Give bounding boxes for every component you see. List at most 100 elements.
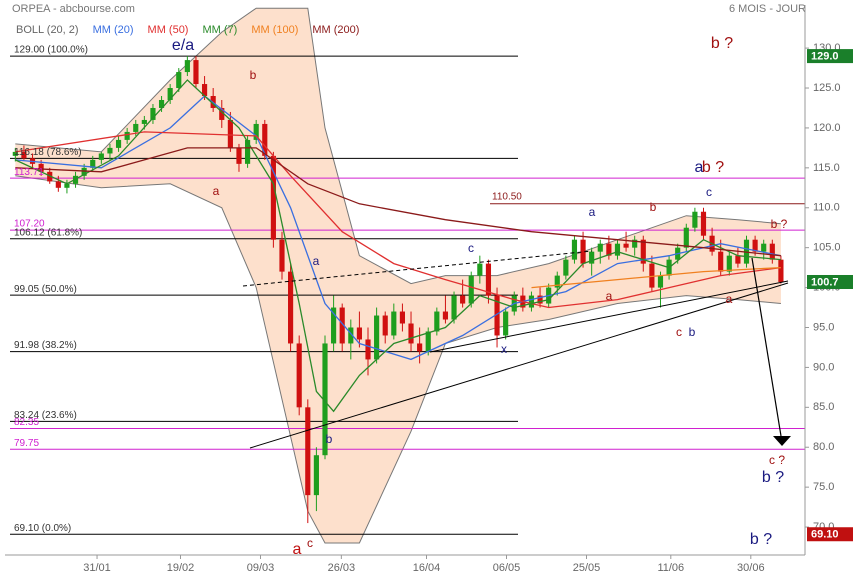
- candle-body: [374, 315, 380, 360]
- candle-body: [606, 243, 612, 256]
- x-tick-label: 06/05: [493, 562, 521, 574]
- x-tick-label: 31/01: [83, 562, 111, 574]
- candle-body: [683, 227, 689, 248]
- ma-line: [15, 79, 781, 413]
- candle-body: [554, 275, 560, 288]
- arrow: [751, 257, 782, 437]
- candle-body: [425, 331, 431, 352]
- source: ORPEA - abcbourse.com: [12, 3, 135, 15]
- band-fill: [15, 8, 781, 544]
- candle-body: [597, 243, 603, 252]
- x-tick-label: 19/02: [167, 562, 195, 574]
- candle-body: [752, 239, 758, 252]
- legend: BOLL (20, 2) MM (20) MM (50) MM (7) MM (100)…: [16, 24, 359, 36]
- candle-body: [563, 259, 569, 276]
- band-lower: [15, 175, 781, 544]
- candle-body: [124, 131, 130, 140]
- candle-body: [434, 311, 440, 332]
- annotation: b: [250, 68, 257, 82]
- ma-line: [15, 131, 781, 309]
- candle-body: [115, 139, 122, 148]
- annotation: a: [695, 159, 704, 176]
- candle-body: [580, 239, 586, 264]
- annotation: b ?: [750, 531, 772, 548]
- trend-line: [249, 282, 789, 449]
- legend-entry: BOLL (20, 2): [16, 24, 79, 36]
- annotation: e/a: [172, 37, 194, 54]
- annotation: b: [326, 432, 333, 446]
- annotation: a: [606, 289, 613, 303]
- candle-body: [468, 275, 474, 304]
- candle-body: [12, 151, 18, 156]
- level-label: 91.98 (38.2%): [14, 340, 77, 351]
- level-label: 99.05 (50.0%): [14, 284, 77, 295]
- candle-body: [339, 307, 345, 344]
- level-label: 83.24 (23.6%): [14, 410, 77, 421]
- annotation: b ?: [702, 159, 724, 176]
- level-label: 107.20: [14, 219, 45, 230]
- level-label: 69.10 (0.0%): [14, 523, 71, 534]
- annotation: x: [501, 342, 507, 356]
- x-tick-label: 26/03: [328, 562, 356, 574]
- candle-body: [503, 311, 509, 336]
- candle-body: [158, 99, 165, 108]
- candle-body: [537, 295, 543, 304]
- ma-line: [15, 147, 781, 257]
- candle-body: [442, 311, 449, 320]
- candle-body: [331, 307, 337, 344]
- candle-body: [391, 311, 397, 336]
- candle-body: [692, 211, 698, 228]
- candle-body: [408, 323, 414, 344]
- candle-body: [38, 163, 44, 172]
- candle-body: [262, 123, 268, 156]
- x-tick-label: 25/05: [573, 562, 601, 574]
- candle-body: [614, 243, 621, 256]
- candle-body: [236, 147, 242, 164]
- candle-body: [769, 243, 775, 260]
- candle-body: [451, 295, 457, 320]
- annotation: a: [589, 205, 596, 219]
- legend-entry: MM (200): [312, 24, 359, 36]
- level-label: 113.71: [14, 167, 44, 178]
- candle-body: [322, 343, 328, 456]
- candle-body: [201, 84, 208, 97]
- x-tick-label: 30/06: [737, 562, 765, 574]
- candle-body: [133, 123, 139, 132]
- candle-body: [305, 407, 311, 496]
- price-tag: [807, 49, 853, 64]
- y-tick-label: 105.0: [813, 242, 841, 254]
- level-label: 106.12 (61.8%): [14, 227, 82, 238]
- candle-body: [167, 88, 173, 100]
- candle-body: [55, 181, 61, 188]
- arrow-head: [773, 436, 791, 446]
- y-tick-label: 125.0: [813, 82, 841, 94]
- price-tag: [807, 274, 853, 289]
- level-label: 79.75: [14, 438, 39, 449]
- x-tick-label: 11/06: [657, 562, 684, 574]
- candle-body: [657, 275, 664, 288]
- y-tick-label: 80.0: [813, 441, 834, 453]
- trend-line: [429, 280, 789, 353]
- ma-line: [531, 266, 781, 289]
- candle-body: [632, 239, 638, 248]
- y-tick-label: 110.0: [813, 202, 840, 214]
- candle-body: [528, 295, 535, 308]
- candle-body: [623, 243, 629, 248]
- price-tag-label: 100.7: [811, 276, 839, 288]
- candle-body: [649, 263, 655, 288]
- candle-body: [365, 339, 371, 360]
- candle-body: [477, 263, 483, 276]
- annotation: b ?: [771, 217, 788, 231]
- candle-body: [718, 251, 724, 272]
- candle-body: [176, 72, 182, 89]
- legend-entry: MM (20): [93, 24, 134, 36]
- trend-line: [242, 250, 593, 287]
- candle-body: [184, 60, 190, 73]
- candle-body: [313, 455, 319, 496]
- y-tick-label: 95.0: [813, 321, 834, 333]
- candle-body: [399, 311, 405, 324]
- candle-body: [98, 153, 104, 160]
- annotation: b ?: [711, 35, 733, 52]
- y-tick-label: 85.0: [813, 401, 834, 413]
